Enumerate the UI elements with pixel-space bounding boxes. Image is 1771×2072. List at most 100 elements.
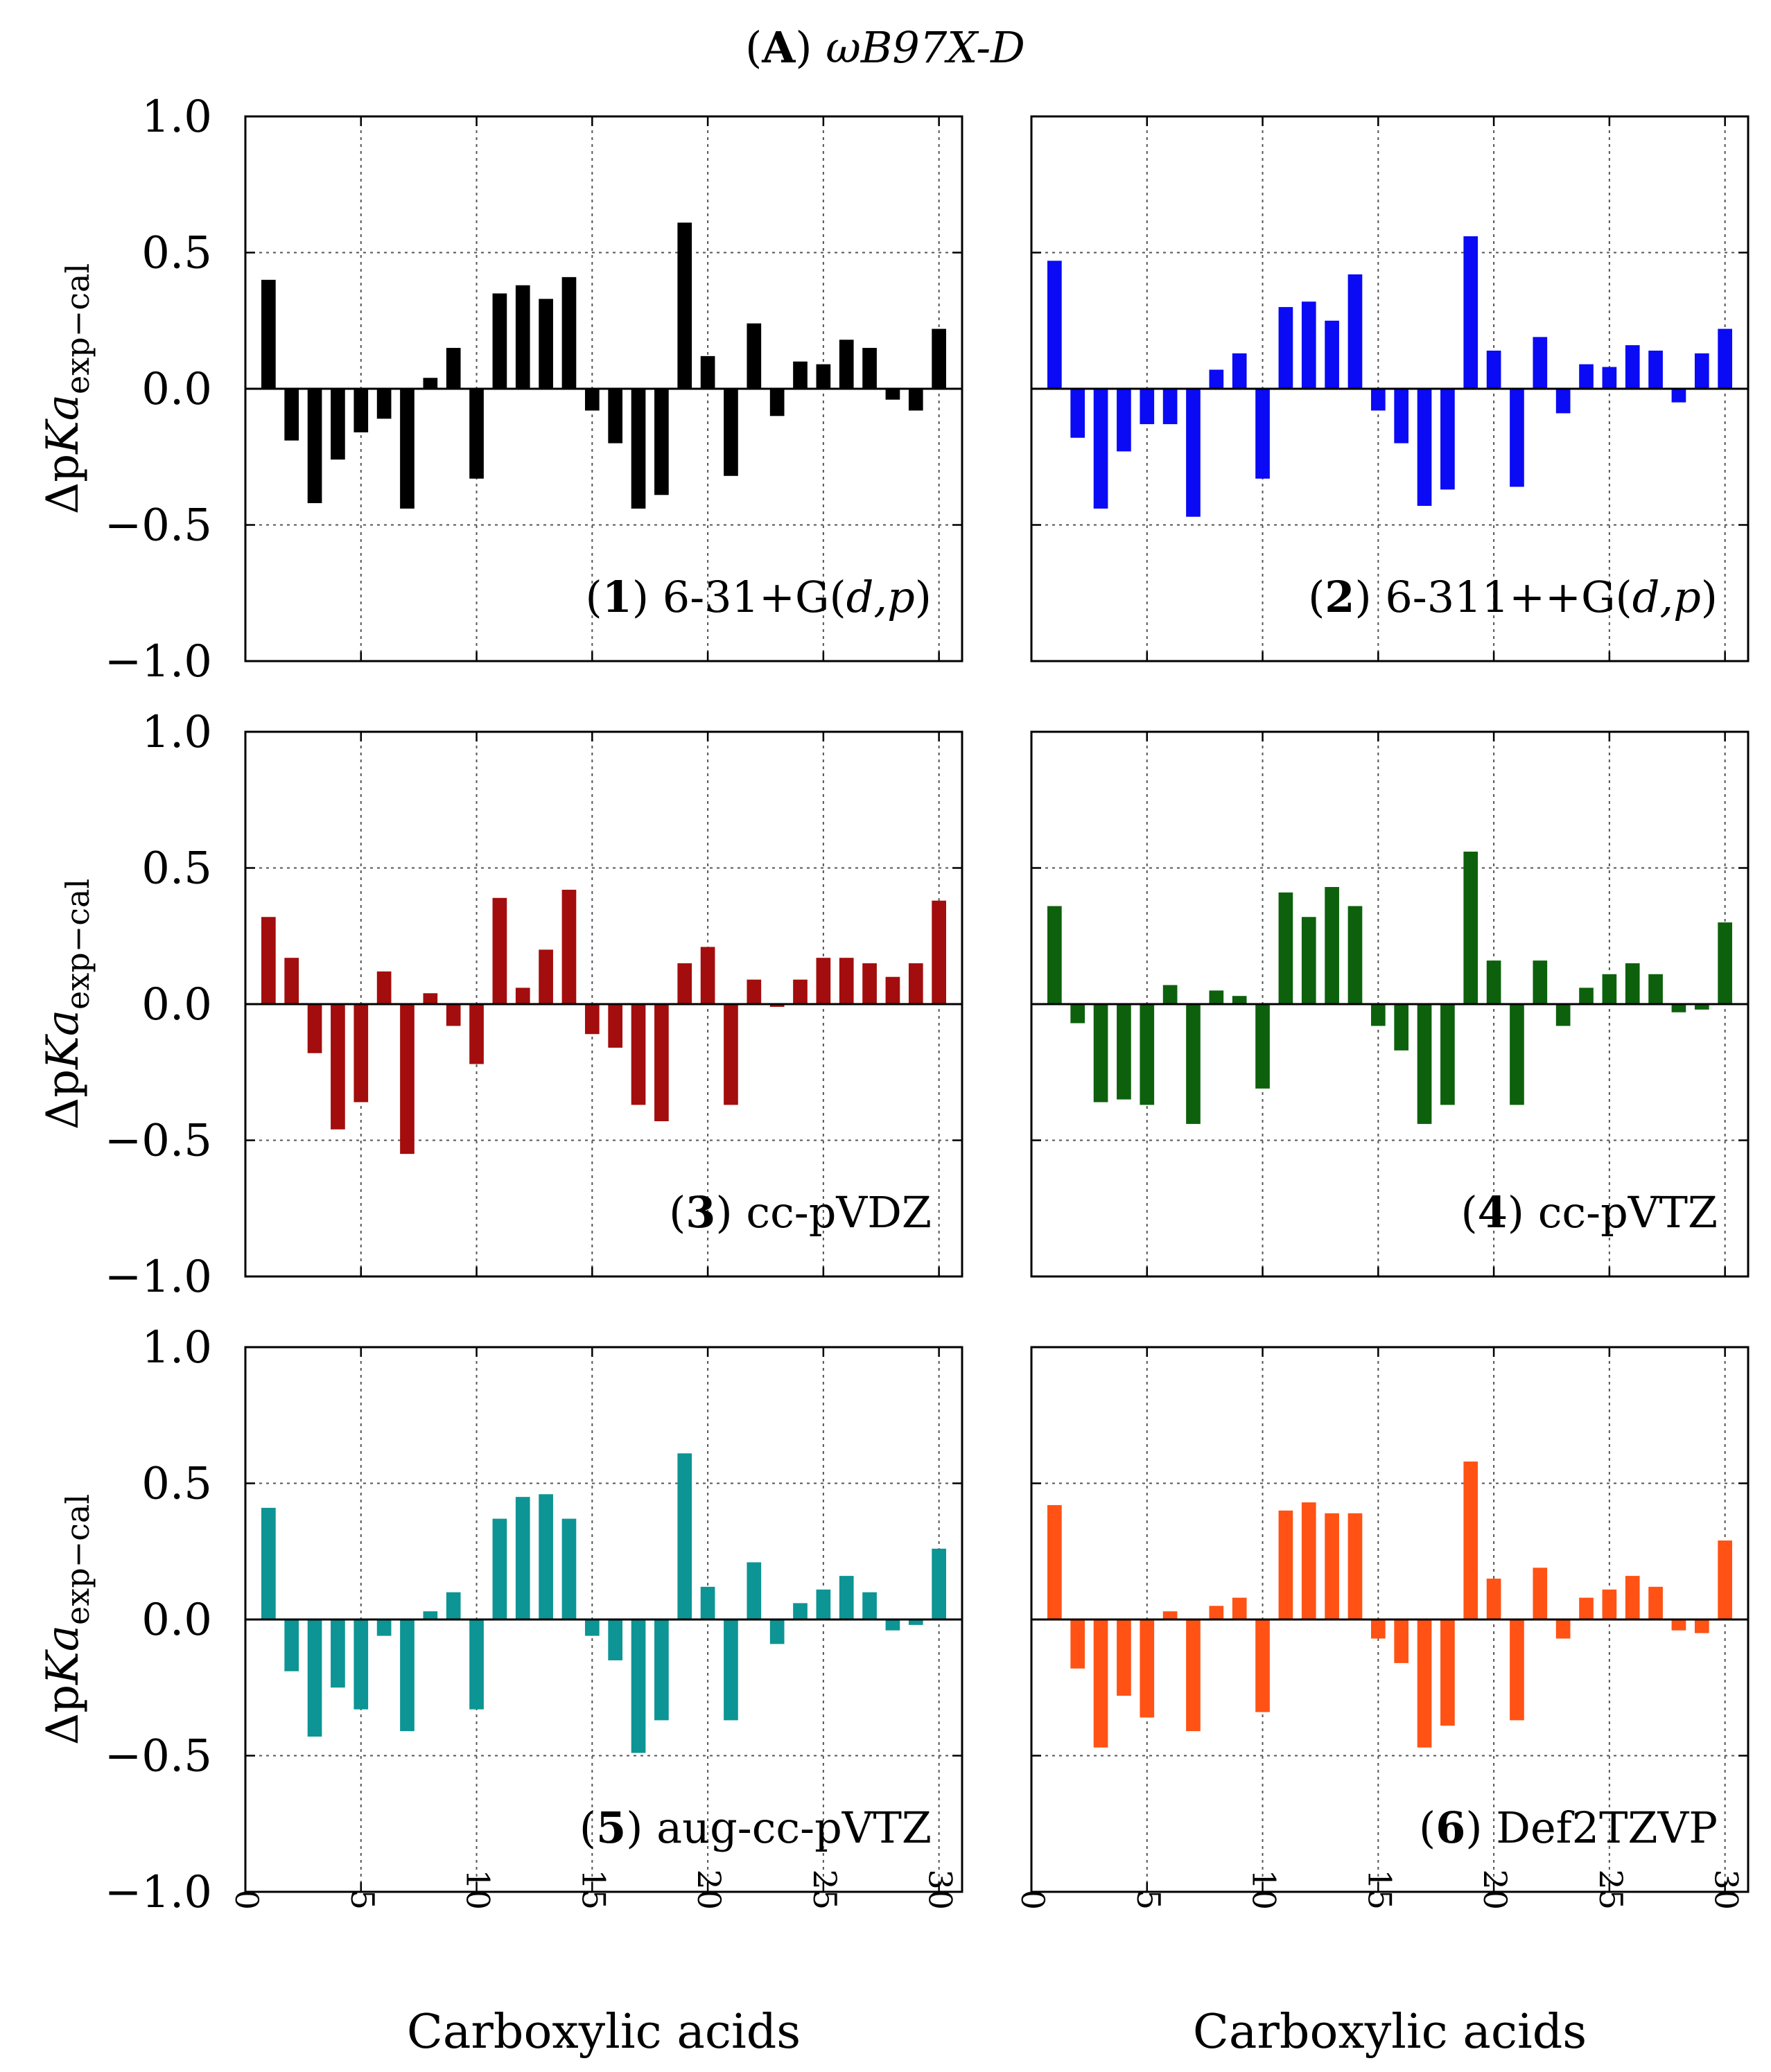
bar-30 xyxy=(932,1548,946,1619)
x-axis-label: Carboxylic acids xyxy=(407,2005,801,2060)
bar-8 xyxy=(423,378,438,389)
bar-17 xyxy=(1417,1004,1432,1124)
x-tick-label: 10 xyxy=(1246,1869,1283,1910)
y-tick-label: 0.5 xyxy=(141,843,212,895)
bar-26 xyxy=(839,958,854,1004)
bar-1 xyxy=(1047,1504,1062,1619)
bar-1 xyxy=(261,279,276,389)
bar-30 xyxy=(932,328,946,389)
bar-15 xyxy=(1370,389,1386,411)
y-tick-label: 1.0 xyxy=(141,1322,212,1373)
bar-6 xyxy=(376,971,392,1004)
bar-19 xyxy=(677,1453,692,1619)
x-tick-label: 0 xyxy=(1014,1890,1052,1910)
bar-17 xyxy=(631,1619,646,1753)
bar-7 xyxy=(1186,1004,1201,1124)
bar-15 xyxy=(584,1619,600,1636)
bar-28 xyxy=(885,389,900,400)
bar-27 xyxy=(862,963,877,1004)
bar-8 xyxy=(423,1611,438,1619)
bar-24 xyxy=(793,979,808,1004)
bar-28 xyxy=(885,976,900,1004)
bar-4 xyxy=(331,389,345,460)
bar-5 xyxy=(1140,1619,1155,1718)
bar-19 xyxy=(1463,236,1478,389)
chart-panel-2: (2) 6-311++G(d,p) xyxy=(1030,115,1750,662)
bar-30 xyxy=(932,900,946,1004)
figure-title-method: ωB97X-D xyxy=(826,22,1025,73)
bar-7 xyxy=(400,1004,415,1154)
bar-24 xyxy=(793,1603,808,1619)
x-tick-label: 5 xyxy=(344,1890,381,1910)
bar-11 xyxy=(1278,307,1293,389)
bar-10 xyxy=(469,389,484,479)
bar-18 xyxy=(654,1004,669,1121)
bar-11 xyxy=(492,1518,507,1619)
bar-27 xyxy=(1648,1586,1663,1619)
x-tick-label: 30 xyxy=(1708,1869,1745,1910)
y-tick-label: −0.5 xyxy=(105,1731,212,1782)
bar-6 xyxy=(376,1619,392,1636)
bar-27 xyxy=(1648,974,1663,1004)
bar-5 xyxy=(1140,1004,1155,1105)
bar-29 xyxy=(908,1619,923,1625)
bar-1 xyxy=(261,917,276,1004)
bar-9 xyxy=(446,1004,461,1026)
bar-16 xyxy=(1394,1004,1409,1051)
bar-8 xyxy=(1209,369,1224,389)
bar-20 xyxy=(700,355,715,389)
bar-3 xyxy=(1093,1004,1108,1103)
y-tick-label: 0.0 xyxy=(141,979,212,1030)
bar-23 xyxy=(769,1004,785,1007)
bar-25 xyxy=(816,958,831,1004)
bar-15 xyxy=(584,1004,600,1035)
bar-1 xyxy=(1047,906,1062,1004)
bar-8 xyxy=(423,993,438,1004)
bar-9 xyxy=(1232,353,1247,389)
panel-label: (4) cc-pVTZ xyxy=(1460,1187,1718,1238)
bar-23 xyxy=(769,389,785,416)
bar-25 xyxy=(1602,367,1617,389)
bar-4 xyxy=(1117,1619,1131,1696)
bar-15 xyxy=(1370,1004,1386,1026)
chart-panel-1: 1.0 0.5 0.0 −0.5 −1.0 ΔpKaexp−cal (1) 6-31+G(d… xyxy=(37,91,963,687)
bar-13 xyxy=(539,949,553,1004)
bar-22 xyxy=(747,323,762,389)
bar-30 xyxy=(1718,922,1732,1004)
bar-2 xyxy=(1070,389,1085,438)
bar-22 xyxy=(747,1562,762,1619)
y-axis-label: ΔpKaexp−cal xyxy=(37,1494,96,1745)
bar-13 xyxy=(1325,320,1339,389)
bar-28 xyxy=(1671,1004,1686,1012)
bar-14 xyxy=(561,276,577,389)
bar-4 xyxy=(331,1619,345,1688)
bar-30 xyxy=(1718,1540,1732,1619)
bar-27 xyxy=(1648,350,1663,389)
y-tick-label: 0.5 xyxy=(141,228,212,279)
x-tick-label: 15 xyxy=(575,1869,612,1910)
bar-10 xyxy=(469,1619,484,1710)
bar-7 xyxy=(400,1619,415,1732)
bar-24 xyxy=(1579,364,1594,389)
x-tick-label: 25 xyxy=(1592,1869,1630,1910)
y-tick-label: 0.0 xyxy=(141,364,212,415)
y-tick-label: 0.5 xyxy=(141,1459,212,1510)
bar-23 xyxy=(1555,1619,1571,1639)
bar-29 xyxy=(1694,1619,1709,1633)
bar-14 xyxy=(561,889,577,1004)
bar-10 xyxy=(1255,389,1270,479)
bar-20 xyxy=(700,947,715,1004)
bar-12 xyxy=(515,1497,530,1619)
bar-2 xyxy=(284,958,299,1004)
bar-16 xyxy=(608,389,623,444)
bar-19 xyxy=(677,222,692,389)
bar-1 xyxy=(1047,261,1062,389)
bar-10 xyxy=(469,1004,484,1064)
bar-24 xyxy=(1579,1597,1594,1619)
bar-9 xyxy=(1232,1597,1247,1619)
bar-23 xyxy=(1555,389,1571,414)
bar-21 xyxy=(1510,389,1524,487)
bar-15 xyxy=(584,389,600,411)
bar-14 xyxy=(1347,274,1363,389)
